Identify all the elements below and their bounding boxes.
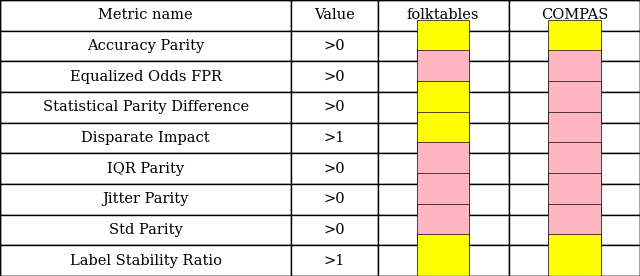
Bar <box>417 173 470 225</box>
Bar <box>509 153 640 184</box>
Bar <box>0 31 291 61</box>
Bar <box>417 20 470 72</box>
Bar <box>291 123 378 153</box>
Text: >0: >0 <box>324 223 345 237</box>
Bar <box>378 61 509 92</box>
Bar <box>378 215 509 245</box>
Text: Accuracy Parity: Accuracy Parity <box>87 39 204 53</box>
Text: COMPAS: COMPAS <box>541 8 608 22</box>
Bar <box>291 0 378 31</box>
Bar <box>291 92 378 123</box>
Bar <box>0 0 291 31</box>
Text: Metric name: Metric name <box>99 8 193 22</box>
Bar <box>548 142 601 195</box>
Text: >0: >0 <box>324 70 345 84</box>
Bar <box>509 184 640 215</box>
Bar <box>509 61 640 92</box>
Bar <box>417 51 470 103</box>
Bar <box>291 215 378 245</box>
Bar <box>378 123 509 153</box>
Bar <box>0 92 291 123</box>
Bar <box>378 92 509 123</box>
Bar <box>378 0 509 31</box>
Bar <box>0 215 291 245</box>
Bar <box>291 153 378 184</box>
Bar <box>509 92 640 123</box>
Bar <box>509 31 640 61</box>
Bar <box>509 245 640 276</box>
Bar <box>378 245 509 276</box>
Text: folktables: folktables <box>407 8 479 22</box>
Bar <box>291 184 378 215</box>
Bar <box>0 184 291 215</box>
Bar <box>417 112 470 164</box>
Bar <box>417 234 470 276</box>
Bar <box>417 81 470 134</box>
Bar <box>548 51 601 103</box>
Bar <box>548 173 601 225</box>
Text: IQR Parity: IQR Parity <box>107 162 184 176</box>
Bar <box>548 81 601 134</box>
Bar <box>291 61 378 92</box>
Bar <box>509 0 640 31</box>
Bar <box>548 112 601 164</box>
Bar <box>509 215 640 245</box>
Bar <box>0 123 291 153</box>
Bar <box>378 31 509 61</box>
Bar <box>417 204 470 256</box>
Text: >1: >1 <box>324 254 345 268</box>
Bar <box>0 61 291 92</box>
Text: Disparate Impact: Disparate Impact <box>81 131 210 145</box>
Bar <box>548 20 601 72</box>
Text: Label Stability Ratio: Label Stability Ratio <box>70 254 221 268</box>
Text: Statistical Parity Difference: Statistical Parity Difference <box>42 100 249 114</box>
Bar <box>509 123 640 153</box>
Text: Equalized Odds FPR: Equalized Odds FPR <box>70 70 221 84</box>
Bar <box>548 234 601 276</box>
Text: >0: >0 <box>324 100 345 114</box>
Bar <box>291 245 378 276</box>
Text: >0: >0 <box>324 162 345 176</box>
Text: Jitter Parity: Jitter Parity <box>102 192 189 206</box>
Bar <box>548 204 601 256</box>
Bar <box>0 153 291 184</box>
Bar <box>417 142 470 195</box>
Text: Std Parity: Std Parity <box>109 223 182 237</box>
Bar <box>378 184 509 215</box>
Bar <box>0 245 291 276</box>
Text: Value: Value <box>314 8 355 22</box>
Text: >1: >1 <box>324 131 345 145</box>
Bar <box>378 153 509 184</box>
Bar <box>291 31 378 61</box>
Text: >0: >0 <box>324 39 345 53</box>
Text: >0: >0 <box>324 192 345 206</box>
